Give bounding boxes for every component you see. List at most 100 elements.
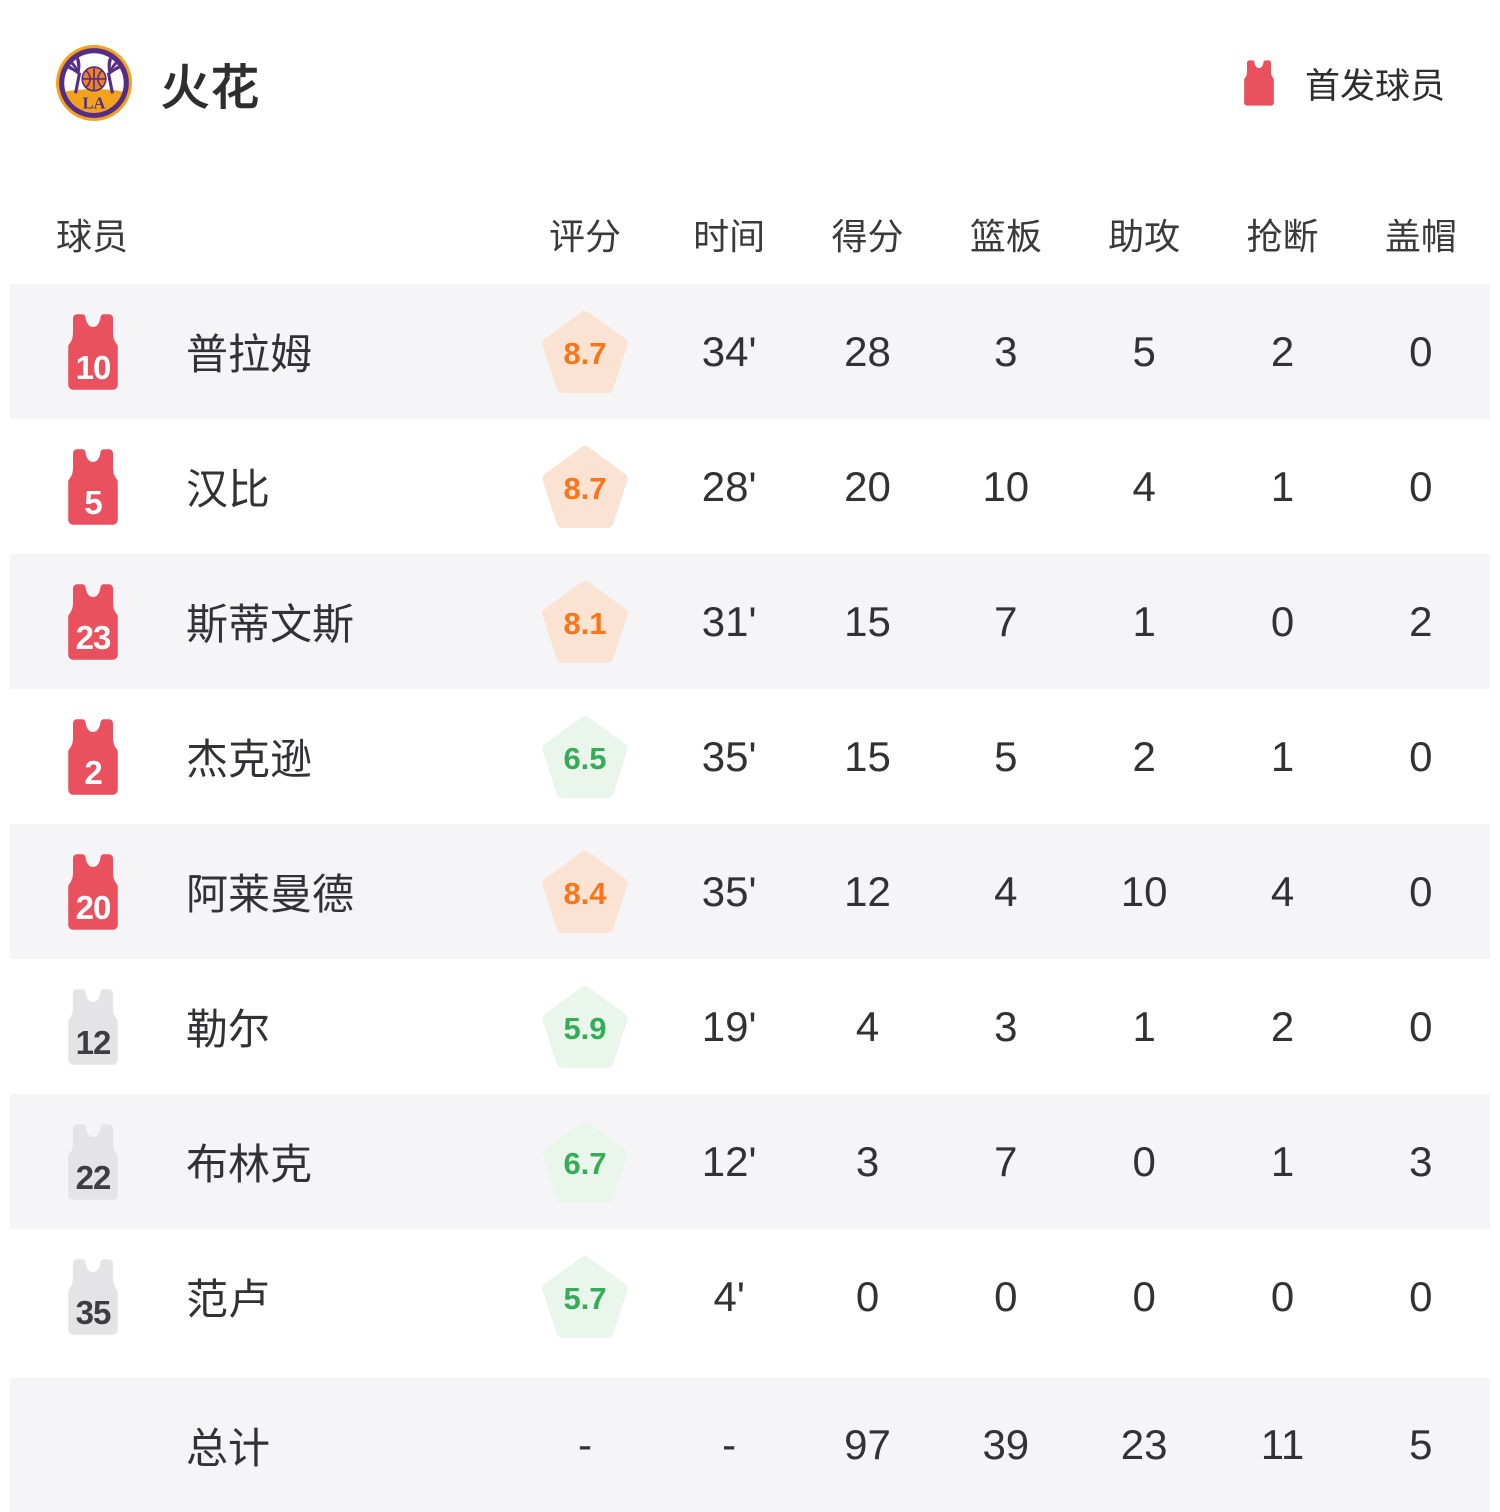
stat-blocks: 0: [1409, 462, 1433, 510]
player-row[interactable]: 5 汉比 8.7 28' 20 10 4 1 0: [10, 419, 1490, 554]
totals-time: -: [722, 1421, 737, 1468]
rating-badge: 5.9: [542, 985, 628, 1068]
starter-legend: 首发球员: [1237, 58, 1445, 109]
stat-blocks: 0: [1409, 327, 1433, 375]
rating-value: 8.4: [563, 875, 607, 911]
stat-blocks: 0: [1409, 1272, 1433, 1320]
jersey-number: 23: [75, 618, 112, 656]
stat-assists: 0: [1132, 1137, 1156, 1185]
stat-steals: 2: [1270, 1002, 1295, 1050]
team-logo-icon: LA: [56, 45, 132, 121]
player-cell: 10 普拉姆: [10, 312, 510, 392]
rating-badge: 8.4: [542, 850, 628, 933]
starter-jersey-icon: [1244, 60, 1274, 106]
stat-steals: 4: [1270, 867, 1295, 915]
stat-rebounds: 7: [994, 1137, 1018, 1185]
stat-time: 35': [701, 732, 757, 780]
jersey-icon: 10: [56, 312, 130, 392]
starter-legend-label: 首发球员: [1304, 66, 1445, 106]
rating-badge: 8.7: [542, 445, 628, 528]
player-rows: 10 普拉姆 8.7 34' 28 3 5 2 0: [0, 284, 1500, 1364]
stat-points: 20: [844, 462, 891, 510]
stat-assists: 10: [1120, 867, 1168, 915]
rating-value: 8.7: [563, 470, 607, 506]
stat-time: 19': [701, 1002, 757, 1050]
stat-assists: 0: [1132, 1272, 1156, 1320]
player-cell: 5 汉比: [10, 447, 510, 527]
player-name: 普拉姆: [186, 331, 313, 378]
player-name: 汉比: [186, 466, 271, 513]
column-blocks: 盖帽: [1384, 216, 1457, 257]
stat-assists: 2: [1132, 732, 1156, 780]
totals-rating: -: [578, 1421, 592, 1468]
rating-cell: 5.7: [510, 1255, 660, 1338]
column-rebounds: 篮板: [969, 216, 1042, 257]
stat-steals: 1: [1270, 732, 1295, 780]
player-name: 布林克: [186, 1141, 313, 1188]
stat-points: 28: [844, 327, 891, 375]
stat-points: 15: [844, 732, 891, 780]
stat-assists: 5: [1132, 327, 1156, 375]
stat-blocks: 0: [1409, 1002, 1433, 1050]
team-header: LA 火花 首发球员: [0, 0, 1500, 122]
rating-badge: 8.1: [542, 580, 628, 663]
stat-points: 4: [855, 1002, 880, 1050]
player-row[interactable]: 35 范卢 5.7 4' 0 0 0 0 0: [10, 1229, 1490, 1364]
table-header-row: 球员 评分 时间 得分 篮板 助攻 抢断 盖帽: [10, 184, 1490, 284]
stat-assists: 4: [1132, 462, 1156, 510]
jersey-icon: 22: [56, 1122, 130, 1202]
stat-time: 4': [713, 1272, 745, 1320]
player-name: 阿莱曼德: [186, 871, 355, 918]
rating-badge: 8.7: [542, 310, 628, 393]
player-cell: 12 勒尔: [10, 987, 510, 1067]
rating-cell: 5.9: [510, 985, 660, 1068]
rating-cell: 8.7: [510, 310, 660, 393]
jersey-icon: 23: [56, 582, 130, 662]
player-row[interactable]: 23 斯蒂文斯 8.1 31' 15 7 1 0 2: [10, 554, 1490, 689]
column-steals: 抢断: [1246, 216, 1319, 257]
totals-points: 97: [844, 1421, 891, 1468]
stat-rebounds: 7: [994, 597, 1018, 645]
player-name: 范卢: [186, 1276, 271, 1323]
rating-badge: 5.7: [542, 1255, 628, 1338]
jersey-number: 20: [75, 888, 112, 926]
totals-assists: 23: [1120, 1421, 1168, 1468]
stat-blocks: 0: [1409, 732, 1433, 780]
column-assists: 助攻: [1108, 216, 1181, 257]
player-cell: 22 布林克: [10, 1122, 510, 1202]
stat-time: 31': [701, 597, 757, 645]
player-row[interactable]: 10 普拉姆 8.7 34' 28 3 5 2 0: [10, 284, 1490, 419]
player-row[interactable]: 2 杰克逊 6.5 35' 15 5 2 1 0: [10, 689, 1490, 824]
stat-rebounds: 10: [982, 462, 1030, 510]
rating-value: 5.9: [563, 1010, 607, 1046]
jersey-icon: 35: [56, 1257, 130, 1337]
rating-cell: 6.5: [510, 715, 660, 798]
totals-steals: 11: [1260, 1421, 1305, 1468]
player-row[interactable]: 20 阿莱曼德 8.4 35' 12 4 10 4 0: [10, 824, 1490, 959]
jersey-icon: 5: [56, 447, 130, 527]
jersey-icon: 2: [56, 717, 130, 797]
stat-time: 34': [701, 327, 757, 375]
stat-blocks: 2: [1409, 597, 1433, 645]
stat-steals: 1: [1270, 1137, 1295, 1185]
stat-assists: 1: [1132, 1002, 1156, 1050]
stat-assists: 1: [1132, 597, 1156, 645]
column-rating: 评分: [548, 216, 621, 257]
rating-badge: 6.7: [542, 1120, 628, 1203]
player-cell: 23 斯蒂文斯: [10, 582, 510, 662]
rating-value: 8.7: [563, 335, 607, 371]
totals-label: 总计: [186, 1424, 271, 1472]
stat-steals: 2: [1270, 327, 1295, 375]
totals-row: 总计 - - 97 39 23 11 5: [10, 1378, 1490, 1512]
player-row[interactable]: 22 布林克 6.7 12' 3 7 0 1 3: [10, 1094, 1490, 1229]
rating-cell: 8.1: [510, 580, 660, 663]
stat-rebounds: 0: [994, 1272, 1018, 1320]
player-name: 斯蒂文斯: [186, 601, 355, 648]
rating-value: 5.7: [563, 1280, 607, 1316]
jersey-icon: 12: [56, 987, 130, 1067]
column-player: 球员: [56, 216, 129, 257]
player-cell: 35 范卢: [10, 1257, 510, 1337]
totals-rebounds: 39: [982, 1421, 1030, 1468]
rating-cell: 6.7: [510, 1120, 660, 1203]
player-row[interactable]: 12 勒尔 5.9 19' 4 3 1 2 0: [10, 959, 1490, 1094]
